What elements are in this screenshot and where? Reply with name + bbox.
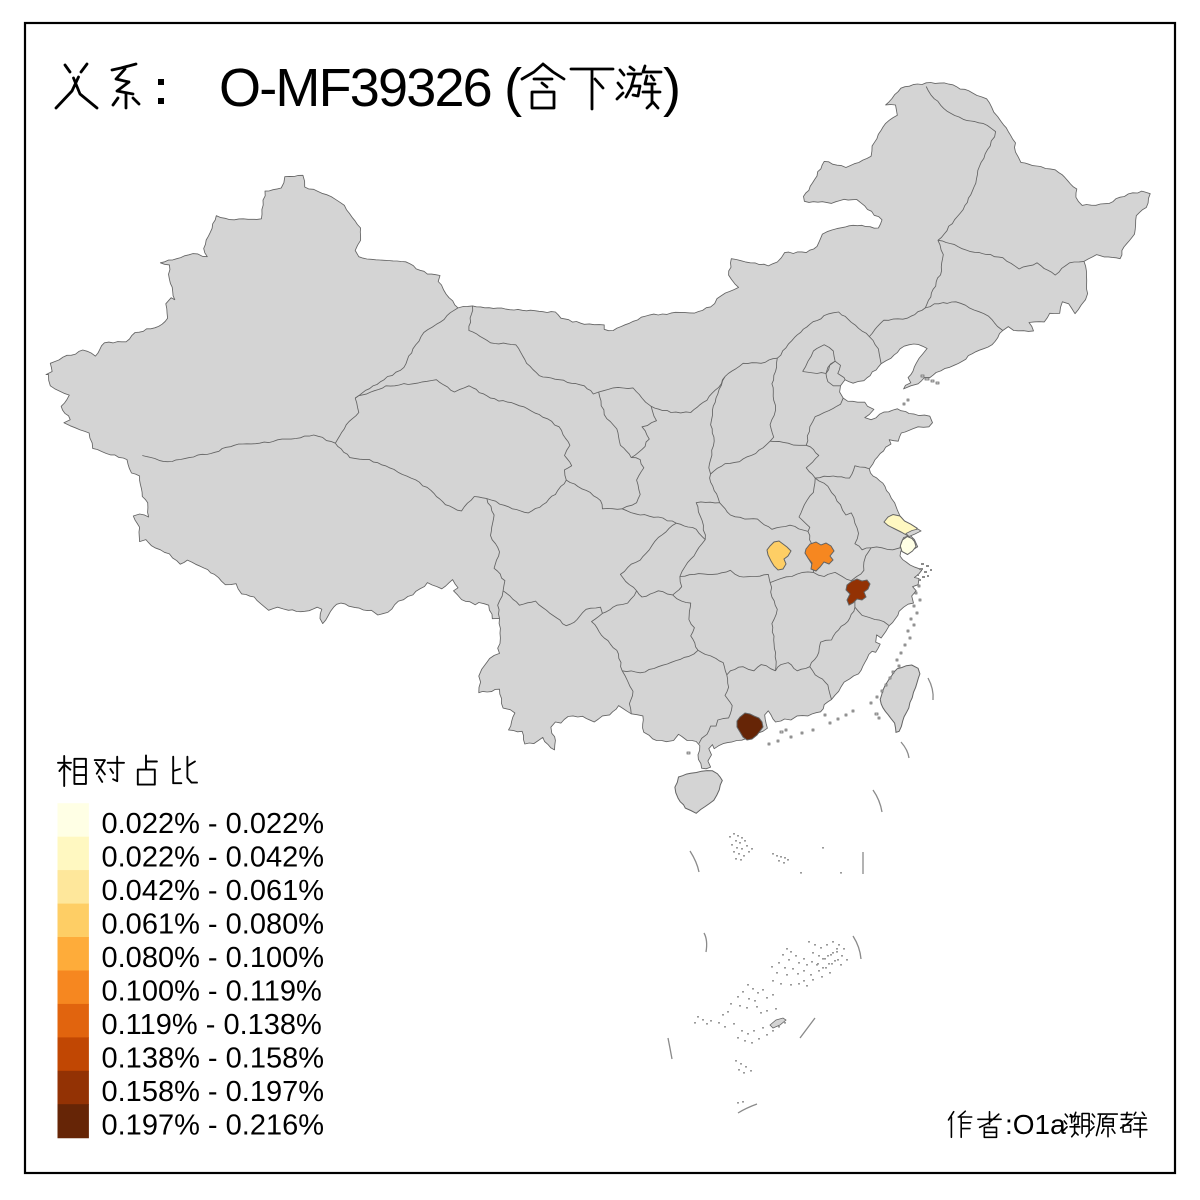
svg-text:0.061% - 0.080%: 0.061% - 0.080% <box>102 909 324 941</box>
svg-text:0.080% - 0.100%: 0.080% - 0.100% <box>102 942 324 974</box>
svg-text::O1a: :O1a <box>1005 1109 1066 1140</box>
svg-text:0.197% - 0.216%: 0.197% - 0.216% <box>102 1109 324 1141</box>
svg-text:O-MF39326 (: O-MF39326 ( <box>219 58 522 118</box>
svg-text:0.022% - 0.022%: 0.022% - 0.022% <box>102 808 324 840</box>
svg-text:0.138% - 0.158%: 0.138% - 0.158% <box>102 1042 324 1074</box>
svg-text:0.022% - 0.042%: 0.022% - 0.042% <box>102 842 324 874</box>
svg-text:): ) <box>663 58 681 118</box>
svg-text:0.158% - 0.197%: 0.158% - 0.197% <box>102 1076 324 1108</box>
svg-text:0.042% - 0.061%: 0.042% - 0.061% <box>102 875 324 907</box>
svg-text:0.100% - 0.119%: 0.100% - 0.119% <box>102 976 322 1008</box>
svg-text:0.119% - 0.138%: 0.119% - 0.138% <box>102 1009 322 1041</box>
